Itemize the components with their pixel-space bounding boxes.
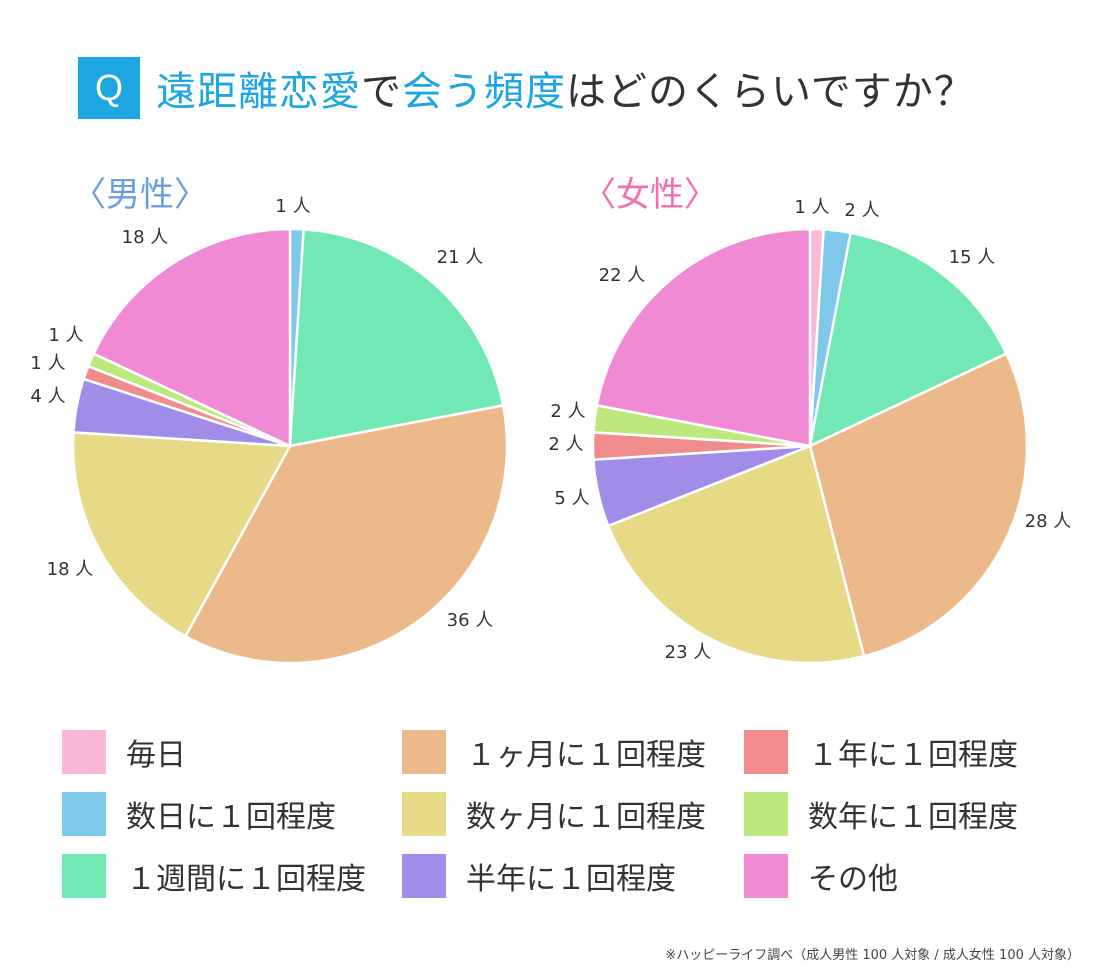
question-title: 遠距離恋愛で会う頻度はどのくらいですか？ [156,59,975,117]
legend-item: その他 [744,854,898,898]
legend: 毎日数日に１回程度 １週間に１回程度 １ヶ月に１回程度 数ヶ月に１回程度 半年に１回程度… [62,730,1062,910]
legend-label: 毎日 [126,738,186,773]
legend-swatch [62,854,106,898]
pie-value-label: 21 人 [437,247,484,268]
pie-title: 〈男性〉 [72,175,208,215]
pie-slice [91,227,292,448]
legend-label: １年に１回程度 [808,738,1018,773]
question-header: Q 遠距離恋愛で会う頻度はどのくらいですか？ [78,56,975,120]
pie-slice [595,227,812,448]
source-footnote: ※ハッピーライフ調べ（成人男性 100 人対象 / 成人女性 100 人対象） [665,948,1080,963]
pie-value-label: 36 人 [447,610,494,631]
legend-swatch [744,792,788,836]
title-part: 会う頻度 [402,69,566,115]
pie-value-label: 4 人 [30,386,65,407]
pie-value-label: 28 人 [1025,511,1072,532]
legend-item: 半年に１回程度 [402,854,676,898]
pie-value-label: 15 人 [949,247,996,268]
pie-slice [183,403,509,665]
legend-swatch [744,730,788,774]
title-part: 遠距離恋愛 [156,69,361,115]
pie-value-label: 5 人 [554,488,589,509]
pie-value-label: 2 人 [844,200,879,221]
pie-value-label: 18 人 [47,559,94,580]
pie-value-label: 1 人 [30,353,65,374]
legend-swatch [402,730,446,774]
pie-value-label: 18 人 [122,227,169,248]
male-pie: 〈男性〉 1 人 21 人 36 人 18 人 4 人 1 人 1 人 18 人 [30,175,509,665]
title-part: で [361,69,402,115]
pie-slice [606,444,866,665]
legend-label: その他 [808,862,898,897]
legend-label: １ヶ月に１回程度 [466,738,706,773]
legend-item: １ヶ月に１回程度 [402,730,706,774]
pie-value-label: 2 人 [550,401,585,422]
legend-item: １週間に１回程度 [62,854,366,898]
legend-label: 数年に１回程度 [808,800,1018,835]
pie-slice [288,228,505,448]
legend-item: 数ヶ月に１回程度 [402,792,706,836]
legend-item: １年に１回程度 [744,730,1018,774]
legend-item: 数日に１回程度 [62,792,336,836]
legend-swatch [402,792,446,836]
title-part: はどのくらいですか？ [566,69,975,115]
pie-slice [808,231,1009,449]
legend-swatch [62,792,106,836]
legend-item: 数年に１回程度 [744,792,1018,836]
pie-value-label: 22 人 [599,265,646,286]
legend-item: 毎日 [62,730,186,774]
pie-charts: 〈男性〉 1 人 21 人 36 人 18 人 4 人 1 人 1 人 18 人 〈女性〉 1 人 2… [30,175,1072,665]
pie-value-label: 1 人 [275,196,310,217]
pie-value-label: 23 人 [665,642,712,663]
legend-label: 数日に１回程度 [126,800,336,835]
female-pie: 〈女性〉 1 人 2 人 15 人 28 人 23 人 5 人 2 人 2 人 22 人 [548,175,1072,665]
pie-slice [71,431,293,638]
legend-label: １週間に１回程度 [126,862,366,897]
legend-swatch [744,854,788,898]
pie-value-label: 1 人 [794,197,829,218]
pie-title: 〈女性〉 [582,175,718,215]
pie-value-label: 2 人 [548,434,583,455]
question-badge: Q [78,57,140,119]
legend-swatch [62,730,106,774]
legend-swatch [402,854,446,898]
legend-label: 数ヶ月に１回程度 [466,800,706,835]
legend-label: 半年に１回程度 [466,862,676,897]
pie-slice [808,351,1029,658]
pie-value-label: 1 人 [48,325,83,346]
